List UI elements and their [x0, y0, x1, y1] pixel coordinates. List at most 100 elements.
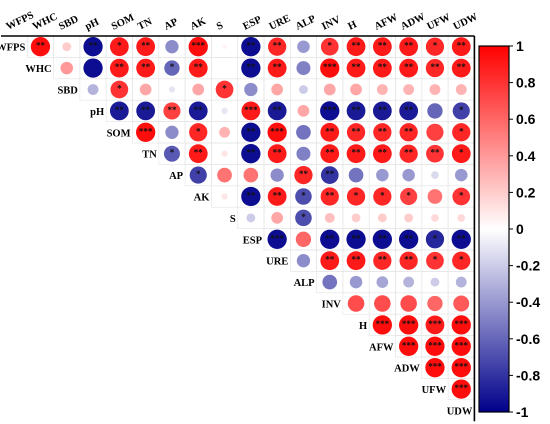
corr-circle-afw-adw — [399, 336, 419, 356]
corr-circle-tn-inv — [320, 144, 340, 164]
significance-mark: * — [170, 148, 175, 158]
corr-circle-ap-ure — [270, 168, 284, 182]
corr-circle-tn-s — [221, 150, 228, 157]
corr-circle-sbd-som — [110, 80, 129, 99]
corr-circle-ph-afw — [372, 101, 392, 121]
corr-circle-s-h — [351, 213, 361, 223]
corr-circle-ap-alp — [294, 165, 313, 185]
corr-circle-ure-inv — [320, 251, 340, 271]
significance-mark: * — [328, 41, 333, 51]
significance-mark: ** — [299, 169, 309, 179]
corr-circle-whc-alp — [296, 61, 311, 76]
corr-circle-whc-sbd — [60, 61, 74, 75]
corr-circle-sbd-adw — [403, 84, 415, 95]
significance-mark: ** — [325, 255, 335, 265]
corr-circle-ufw-udw — [451, 379, 471, 399]
corr-circle-alp-afw — [376, 276, 389, 288]
significance-mark: ** — [141, 62, 151, 72]
corr-circle-s-alp — [295, 209, 312, 227]
top-label-s: S — [215, 20, 225, 33]
corr-circle-afw-udw — [451, 336, 471, 356]
significance-mark: *** — [323, 62, 337, 72]
significance-mark: ** — [89, 41, 99, 51]
corr-circle-som-esp — [241, 122, 261, 142]
significance-mark: ** — [404, 105, 414, 115]
significance-mark: *** — [270, 233, 284, 243]
significance-mark: ** — [115, 105, 125, 115]
significance-mark: ** — [246, 62, 256, 72]
diag-label-inv: INV — [322, 300, 342, 311]
significance-mark: *** — [192, 41, 206, 51]
diag-label-udw: UDW — [447, 407, 473, 418]
significance-mark: * — [459, 255, 464, 265]
corr-circle-wfps-tn — [136, 37, 156, 57]
significance-mark: * — [117, 41, 122, 51]
top-label-tn: TN — [136, 16, 154, 32]
diag-label-ure: URE — [266, 257, 288, 268]
corr-circle-wfps-ufw — [425, 37, 445, 56]
corr-circle-sbd-udw — [455, 84, 467, 95]
corr-circle-ph-ap — [163, 102, 181, 120]
corr-circle-ph-som — [109, 101, 129, 121]
corr-circle-wfps-udw — [451, 37, 471, 57]
corr-circle-wfps-ak — [188, 37, 208, 57]
significance-mark: ** — [378, 148, 388, 158]
significance-mark: * — [196, 169, 201, 179]
corr-circle-sbd-tn — [139, 83, 152, 96]
corr-circle-sbd-alp — [299, 85, 308, 94]
corr-circle-wfps-ure — [268, 37, 287, 56]
significance-mark: * — [117, 84, 122, 94]
top-label-som: SOM — [110, 12, 136, 32]
significance-mark: ** — [378, 126, 388, 136]
corr-circle-ph-esp — [241, 101, 261, 121]
significance-mark: ** — [325, 148, 335, 158]
significance-mark: ** — [378, 255, 388, 265]
significance-mark: *** — [323, 105, 337, 115]
corr-circle-ak-adw — [400, 187, 418, 206]
corr-circle-whc-ak — [188, 58, 208, 78]
significance-mark: ** — [194, 62, 204, 72]
corr-circle-som-udw — [452, 123, 471, 142]
corr-circle-whc-udw — [451, 58, 471, 78]
corr-circle-ap-adw — [402, 168, 415, 182]
significance-mark: *** — [402, 319, 416, 329]
top-label-wfps: WFPS — [5, 10, 36, 33]
colorbar-tick-label: -0.8 — [516, 367, 540, 383]
corr-circle-wfps-h — [346, 37, 366, 57]
corr-circle-som-tn — [136, 122, 156, 142]
corr-circle-wfps-ap — [165, 40, 179, 54]
significance-mark: *** — [428, 340, 442, 350]
corr-circle-alp-udw — [455, 276, 467, 288]
corr-circle-s-adw — [404, 213, 414, 223]
significance-mark: * — [459, 105, 464, 115]
corr-circle-adw-udw — [451, 358, 471, 378]
colorbar-gradient — [478, 45, 510, 413]
corr-circle-som-afw — [373, 123, 392, 142]
corr-circle-afw-ufw — [425, 336, 445, 356]
corr-circle-tn-h — [346, 144, 366, 164]
corr-circle-esp-ufw — [425, 230, 445, 249]
significance-mark: * — [196, 126, 201, 136]
significance-mark: ** — [378, 233, 388, 243]
significance-mark: * — [301, 191, 306, 201]
corr-circle-ure-ufw — [426, 251, 444, 270]
significance-mark: ** — [404, 148, 414, 158]
colorbar-tick-label: -0.6 — [516, 331, 540, 347]
corr-circle-ak-alp — [295, 188, 312, 205]
corr-circle-esp-adw — [399, 229, 419, 249]
corr-circle-ph-tn — [136, 101, 156, 121]
corr-circle-inv-h — [347, 295, 365, 312]
corr-circle-esp-h — [346, 229, 366, 249]
significance-mark: * — [301, 212, 306, 222]
significance-mark: *** — [402, 340, 416, 350]
corr-circle-wfps-ph — [83, 37, 103, 57]
corr-circle-ap-esp — [243, 167, 259, 183]
top-label-esp: ESP — [241, 14, 264, 33]
diag-label-afw: AFW — [369, 342, 394, 353]
corr-circle-s-udw — [457, 214, 466, 222]
corr-circle-sbd-ph — [87, 84, 99, 95]
significance-mark: ** — [325, 233, 335, 243]
